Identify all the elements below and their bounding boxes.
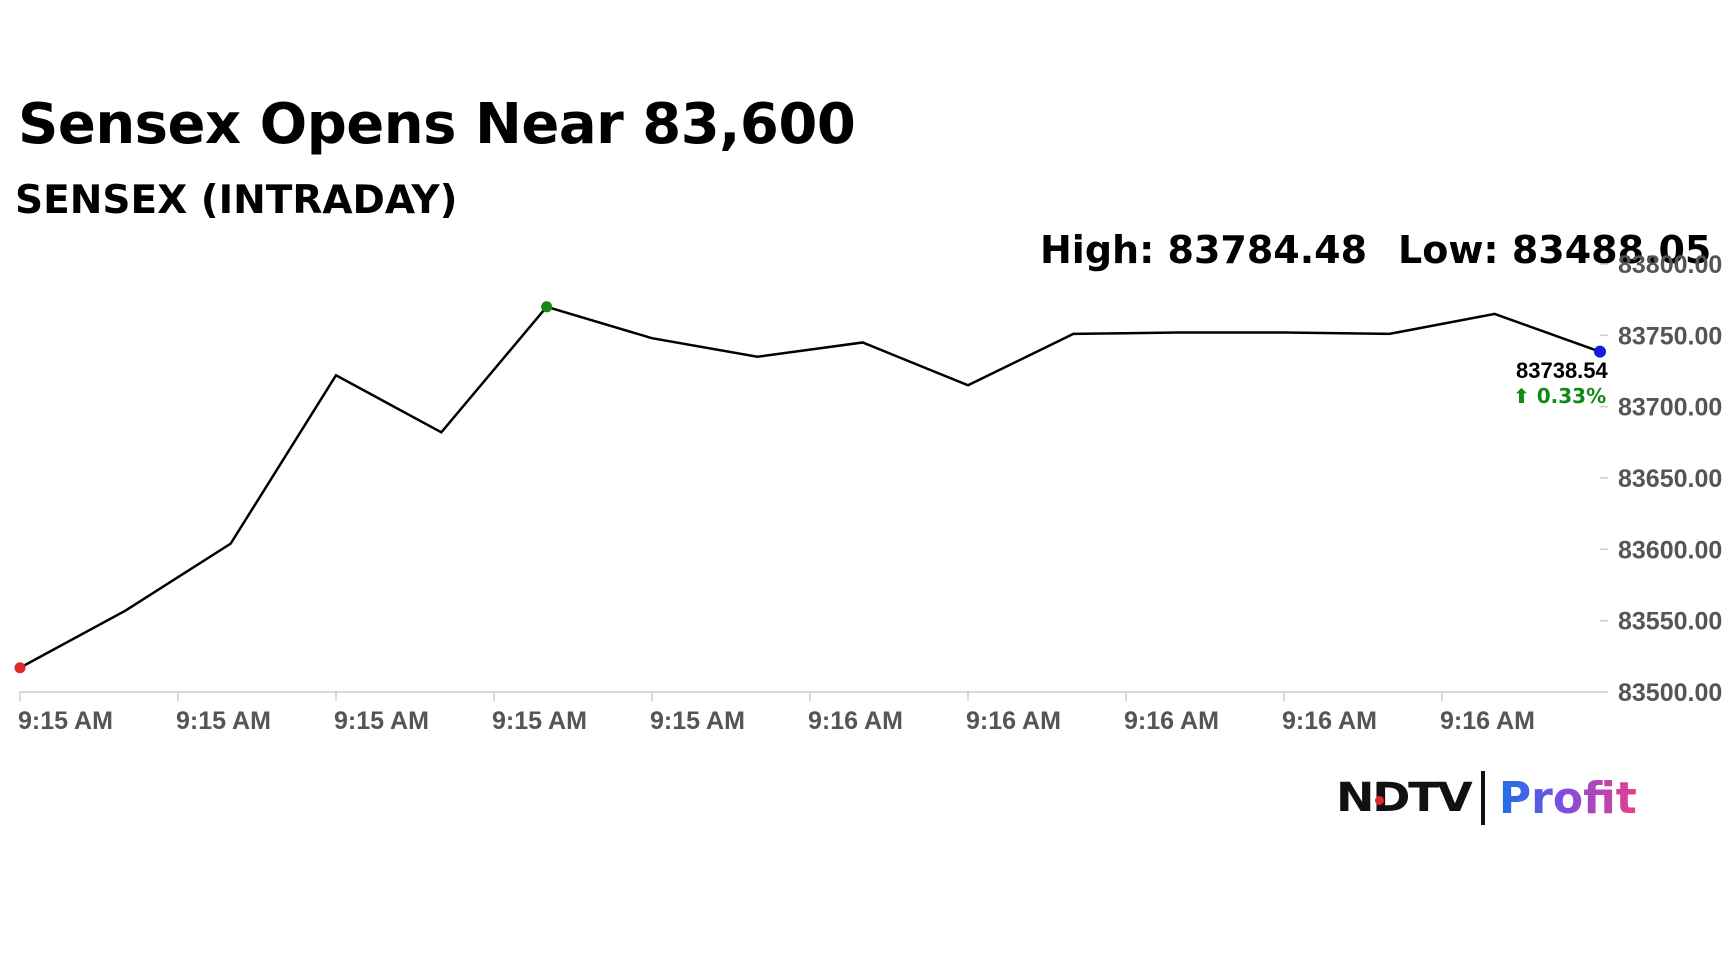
y-tick-label: 83700.00	[1618, 394, 1722, 422]
x-tick-label: 9:15 AM	[18, 707, 113, 735]
series-layer	[19, 305, 1601, 669]
low-value-label: Low: 83488.05	[1398, 228, 1712, 272]
x-tick-label: 9:15 AM	[650, 707, 745, 735]
y-tick-label: 83600.00	[1618, 536, 1722, 564]
high-point-marker	[541, 301, 553, 313]
x-tick-label: 9:15 AM	[492, 707, 587, 735]
logo-profit-text: Profit	[1498, 772, 1637, 824]
annotations-layer: 83738.54⬆ 0.33%	[14, 301, 1609, 674]
chart-title: Sensex Opens Near 83,600	[18, 92, 856, 157]
x-axis: 9:15 AM 9:15 AM 9:15 AM 9:15 AM 9:15 AM 9:16 …	[18, 691, 1600, 735]
y-tick-label: 83550.00	[1618, 608, 1722, 636]
y-tick-label: 83650.00	[1618, 465, 1722, 493]
last-point-marker	[1594, 345, 1606, 358]
y-tick-label: 83500.00	[1618, 679, 1722, 707]
high-value-label: High: 83784.48	[1040, 228, 1368, 272]
x-tick-label: 9:16 AM	[1440, 707, 1535, 735]
x-tick-label: 9:15 AM	[334, 707, 429, 735]
x-tick-label: 9:15 AM	[176, 707, 271, 735]
ndtv-profit-logo: NDTV Profit	[1336, 768, 1637, 828]
logo-ndtv-text: NDTV	[1336, 775, 1473, 821]
y-tick-label: 83750.00	[1618, 322, 1722, 350]
logo-red-dot	[1375, 796, 1384, 805]
series-line	[19, 305, 1601, 669]
x-tick-label: 9:16 AM	[1282, 707, 1377, 735]
logo-divider	[1480, 771, 1485, 825]
x-tick-label: 9:16 AM	[966, 707, 1061, 735]
last-value-label: 83738.54	[1516, 358, 1609, 383]
chart-subtitle: SENSEX (INTRADAY)	[15, 178, 458, 223]
start-point-marker	[14, 662, 26, 674]
x-tick-label: 9:16 AM	[1124, 707, 1219, 735]
y-axis: 83500.00 83550.00 83600.00 83650.00 83700.00…	[1600, 251, 1722, 707]
y-tick-label: 83800.00	[1618, 251, 1722, 279]
change-percent-label: ⬆ 0.33%	[1513, 384, 1606, 408]
x-tick-label: 9:16 AM	[808, 707, 903, 735]
